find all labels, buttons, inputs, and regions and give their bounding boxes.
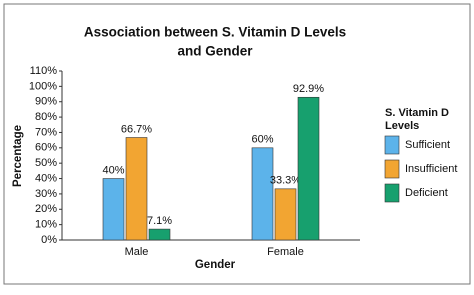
y-tick-label: 40% (35, 172, 57, 184)
legend-title: S. Vitamin D (385, 107, 449, 119)
y-tick-label: 20% (35, 203, 57, 215)
x-tick-label: Male (125, 246, 149, 258)
legend-swatch (384, 135, 400, 155)
value-label: 40% (102, 164, 124, 176)
y-axis-title: Percentage (12, 125, 24, 187)
chart-border (3, 3, 471, 285)
x-tick-label: Female (267, 246, 304, 258)
y-tick-label: 0% (41, 234, 57, 246)
value-label: 60% (251, 134, 273, 146)
bar (125, 137, 148, 241)
y-tick-label: 110% (30, 65, 58, 77)
chart-title: and Gender (177, 44, 253, 59)
y-tick-label: 90% (35, 96, 57, 108)
legend-title: Levels (385, 120, 419, 132)
y-tick-label: 70% (35, 126, 57, 138)
value-label: 33.3% (270, 175, 301, 187)
y-tick-label: 10% (35, 219, 57, 231)
bar (102, 178, 125, 241)
chart-title: Association between S. Vitamin D Levels (84, 25, 346, 40)
bar (274, 188, 297, 241)
y-tick-label: 50% (35, 157, 57, 169)
legend-label: Insufficient (405, 163, 457, 175)
bar (251, 147, 274, 241)
y-tick-label: 30% (35, 188, 57, 200)
bar (297, 96, 320, 241)
value-label: 66.7% (121, 123, 152, 135)
y-tick-label: 60% (35, 142, 57, 154)
legend-swatch (384, 159, 400, 179)
legend-label: Sufficient (405, 139, 450, 151)
bar (148, 228, 171, 241)
legend-label: Deficient (405, 187, 448, 199)
value-label: 7.1% (147, 215, 172, 227)
value-label: 92.9% (293, 83, 324, 95)
legend-swatch (384, 183, 400, 203)
x-axis-title: Gender (195, 259, 236, 271)
y-tick-label: 80% (35, 111, 57, 123)
y-tick-label: 100% (29, 80, 57, 92)
